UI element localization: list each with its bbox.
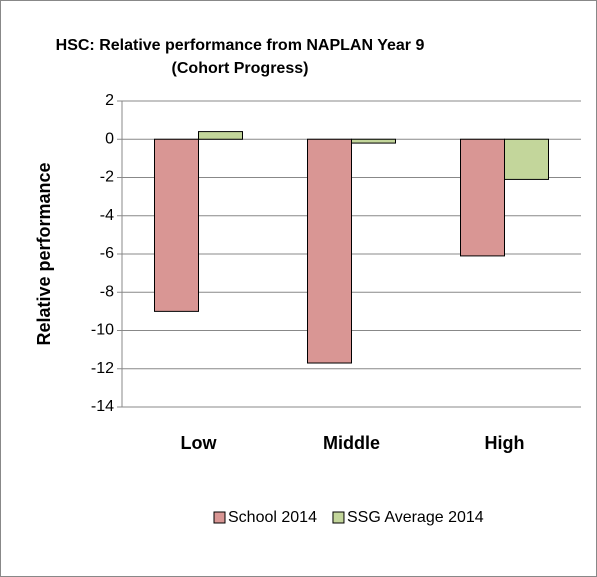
legend-label: SSG Average 2014 bbox=[347, 509, 484, 526]
y-tick-label: -8 bbox=[100, 283, 114, 300]
y-tick-label: -14 bbox=[91, 398, 114, 415]
chart-title: HSC: Relative performance from NAPLAN Ye… bbox=[55, 37, 425, 77]
x-tick-label: Low bbox=[181, 433, 218, 453]
y-tick-label: 2 bbox=[105, 92, 114, 109]
y-tick-label: -12 bbox=[91, 360, 114, 377]
legend-swatch bbox=[332, 511, 345, 524]
bar bbox=[198, 131, 243, 140]
bar bbox=[460, 138, 505, 257]
y-tick-label: -4 bbox=[100, 207, 114, 224]
legend-label: School 2014 bbox=[228, 509, 317, 526]
y-tick-label: -10 bbox=[91, 322, 114, 339]
legend-swatch bbox=[213, 511, 226, 524]
bar bbox=[351, 138, 396, 144]
x-tick-label: Middle bbox=[323, 433, 380, 453]
y-tick-label: 0 bbox=[105, 130, 114, 147]
y-axis-label: Relative performance bbox=[34, 162, 54, 345]
bar bbox=[154, 138, 199, 312]
y-tick-label: -2 bbox=[100, 169, 114, 186]
y-tick-label: -6 bbox=[100, 245, 114, 262]
bar bbox=[307, 138, 352, 364]
x-tick-label: High bbox=[485, 433, 525, 453]
bar bbox=[504, 138, 549, 180]
